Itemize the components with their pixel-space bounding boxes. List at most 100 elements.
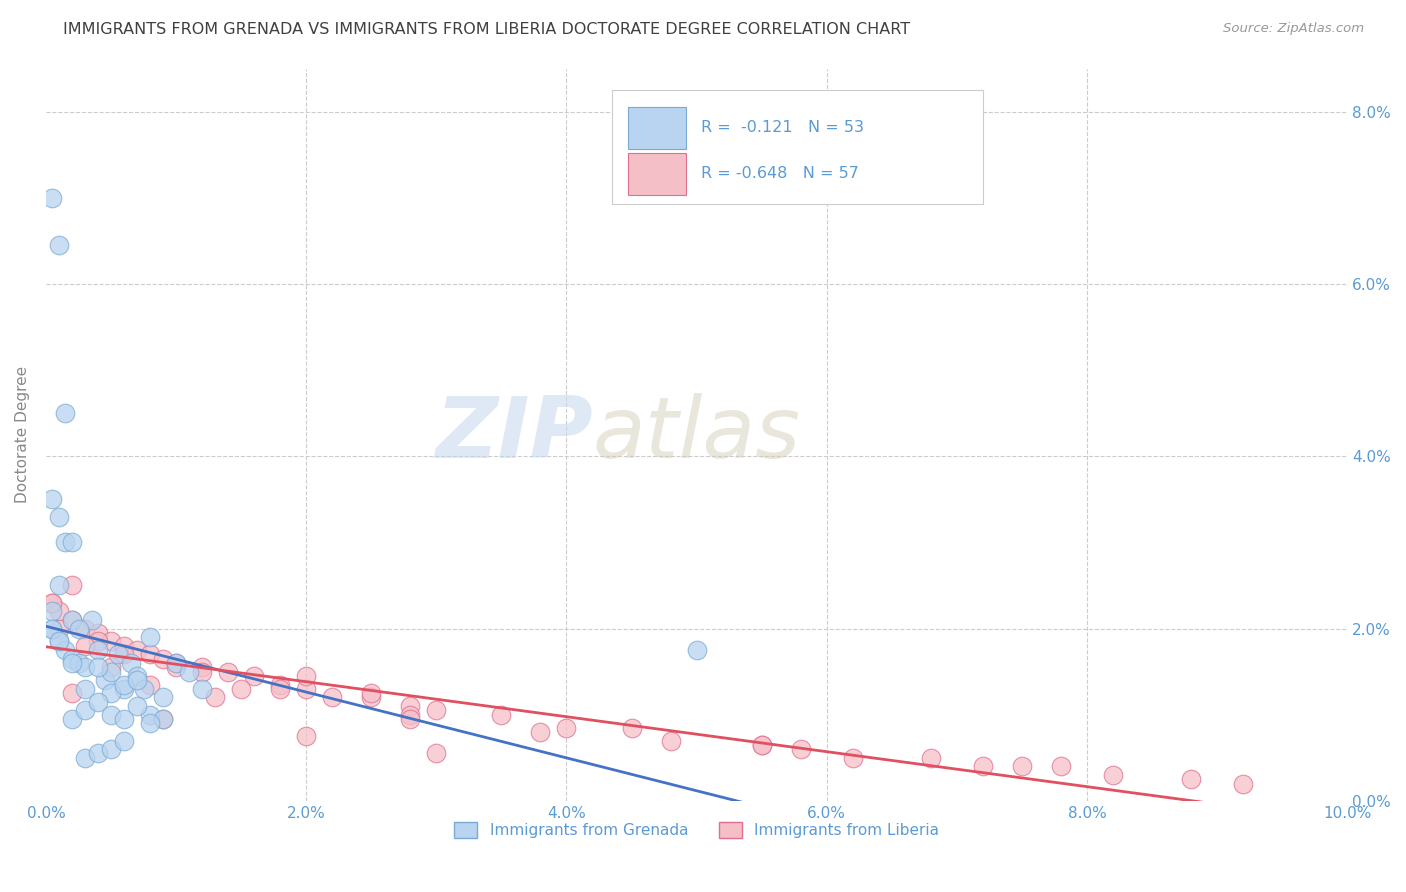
Point [360,686,382,700]
Point [112,677,135,691]
Point [204,690,226,705]
Point [217,665,239,679]
Point [87,625,110,640]
Point [152,712,174,726]
Point [295,729,318,743]
Point [87,695,110,709]
Point [73,622,96,636]
Point [60,651,83,665]
Point [112,681,135,696]
Point [152,651,174,665]
Point [48,578,70,592]
Point [100,660,122,674]
Point [659,733,682,747]
Point [60,712,83,726]
Point [41,492,63,507]
Point [1180,772,1202,787]
Point [529,725,551,739]
Point [41,596,63,610]
Point [60,613,83,627]
Bar [627,153,686,195]
Point [139,630,162,644]
Point [55,406,77,420]
Point [920,751,942,765]
Point [41,191,63,205]
Point [269,681,291,696]
Point [60,656,83,670]
Point [100,742,122,756]
Point [295,681,318,696]
Y-axis label: Doctorate Degree: Doctorate Degree [15,366,30,503]
Point [73,703,96,717]
Point [125,669,148,683]
Point [751,738,773,752]
Point [491,707,513,722]
Point [165,656,187,670]
Point [60,686,83,700]
Point [48,622,70,636]
Point [48,604,70,618]
Point [555,721,578,735]
Text: Source: ZipAtlas.com: Source: ZipAtlas.com [1223,22,1364,36]
Point [55,643,77,657]
Point [132,681,155,696]
Point [73,681,96,696]
Point [1232,777,1254,791]
Point [73,751,96,765]
Point [100,665,122,679]
Point [87,660,110,674]
Point [243,669,266,683]
Point [620,721,643,735]
Point [112,648,135,662]
Point [399,707,422,722]
Point [191,660,214,674]
Point [112,733,135,747]
Point [48,634,70,648]
Point [425,747,447,761]
Point [93,673,115,688]
Point [48,238,70,252]
Point [48,509,70,524]
Point [87,747,110,761]
Text: atlas: atlas [592,393,800,476]
Point [399,699,422,714]
Point [60,535,83,549]
Point [751,738,773,752]
Point [125,699,148,714]
Point [269,677,291,691]
Point [100,707,122,722]
Point [100,634,122,648]
Point [972,759,994,773]
Point [60,578,83,592]
Point [1050,759,1073,773]
Point [399,712,422,726]
Point [231,681,253,696]
Point [685,643,707,657]
Point [41,622,63,636]
Point [139,707,162,722]
Point [100,686,122,700]
Point [360,690,382,705]
Point [321,690,343,705]
Point [112,712,135,726]
Point [152,712,174,726]
Point [165,660,187,674]
Point [842,751,865,765]
Point [1102,768,1125,782]
Text: R =  -0.121   N = 53: R = -0.121 N = 53 [700,120,863,136]
FancyBboxPatch shape [612,90,983,204]
Point [60,613,83,627]
Point [152,690,174,705]
Point [112,639,135,653]
Point [48,634,70,648]
Point [73,639,96,653]
Point [41,596,63,610]
Text: IMMIGRANTS FROM GRENADA VS IMMIGRANTS FROM LIBERIA DOCTORATE DEGREE CORRELATION : IMMIGRANTS FROM GRENADA VS IMMIGRANTS FR… [63,22,911,37]
Point [191,665,214,679]
Point [125,673,148,688]
Point [67,656,90,670]
Text: R = -0.648   N = 57: R = -0.648 N = 57 [700,167,859,181]
Point [425,703,447,717]
Bar [627,107,686,149]
Point [41,604,63,618]
